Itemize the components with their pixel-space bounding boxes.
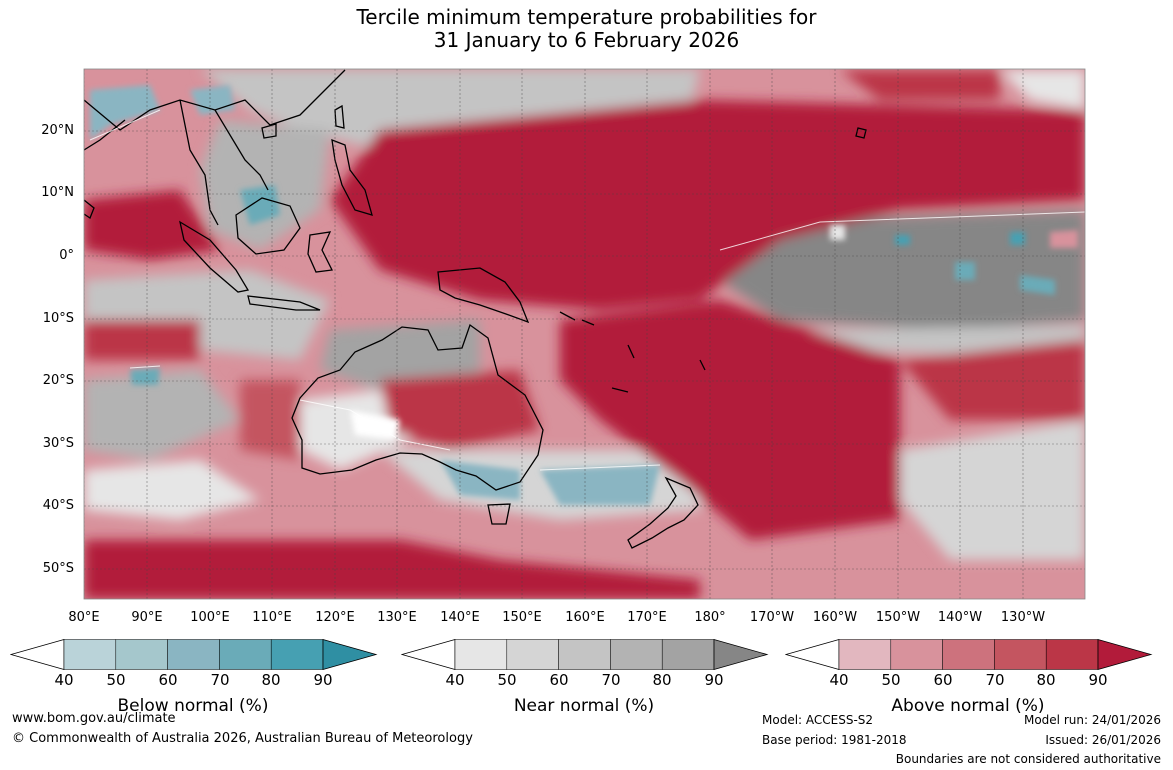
website-link[interactable]: www.bom.gov.au/climate bbox=[12, 711, 176, 726]
colorbar-segment bbox=[270, 639, 324, 670]
colorbar-segment bbox=[661, 639, 715, 670]
lon-label: 90°E bbox=[131, 610, 163, 625]
colorbar-tick: 90 bbox=[313, 671, 333, 689]
near-normal-label: Near normal (%) bbox=[513, 696, 655, 716]
lat-label: 20°N bbox=[41, 123, 74, 138]
colorbar-tick: 40 bbox=[829, 671, 849, 689]
lat-label: 20°S bbox=[42, 373, 74, 388]
colorbar-tick: 80 bbox=[1036, 671, 1056, 689]
above-normal-label: Above normal (%) bbox=[891, 696, 1045, 716]
colorbar-segment bbox=[994, 639, 1047, 670]
colorbar-tick: 90 bbox=[1088, 671, 1108, 689]
colorbar-segment bbox=[506, 639, 559, 670]
colorbar-tick: 50 bbox=[497, 671, 517, 689]
colorbar-extend-high bbox=[713, 639, 769, 670]
colorbar-extend-low bbox=[401, 639, 456, 670]
coastlines bbox=[84, 69, 867, 549]
disclaimer: Boundaries are not considered authoritat… bbox=[895, 752, 1161, 766]
lon-label: 120°E bbox=[315, 610, 355, 625]
colorbar-segment bbox=[454, 639, 508, 670]
model-name: Model: ACCESS-S2 bbox=[762, 713, 874, 727]
below-normal-colorbar bbox=[10, 639, 378, 670]
colorbar-segment bbox=[838, 639, 892, 670]
lon-label: 170°W bbox=[749, 610, 795, 625]
colorbar-tick: 40 bbox=[54, 671, 74, 689]
colorbar-tick: 60 bbox=[549, 671, 569, 689]
below-normal-label: Below normal (%) bbox=[117, 696, 269, 716]
colorbar-tick: 80 bbox=[261, 671, 281, 689]
lon-label: 130°W bbox=[1000, 610, 1046, 625]
lat-label: 10°N bbox=[41, 185, 74, 200]
colorbar-tick: 40 bbox=[445, 671, 465, 689]
colorbar-segment bbox=[942, 639, 995, 670]
colorbar-segment bbox=[1045, 639, 1099, 670]
colorbar-tick: 60 bbox=[158, 671, 178, 689]
lon-label: 130°E bbox=[377, 610, 417, 625]
lon-label: 140°W bbox=[937, 610, 983, 625]
colorbar-segment bbox=[558, 639, 611, 670]
colorbar-extend-high bbox=[1097, 639, 1153, 670]
above-normal-colorbar bbox=[785, 639, 1153, 670]
base-period: Base period: 1981-2018 bbox=[762, 733, 907, 747]
near-normal-colorbar bbox=[401, 639, 769, 670]
colorbar-tick: 80 bbox=[652, 671, 672, 689]
lat-label: 0° bbox=[59, 248, 74, 263]
lon-label: 100°E bbox=[190, 610, 230, 625]
lat-label: 50°S bbox=[42, 561, 74, 576]
colorbar-tick: 50 bbox=[106, 671, 126, 689]
graticule bbox=[84, 69, 1085, 599]
colorbar-segment bbox=[610, 639, 663, 670]
lon-label: 140°E bbox=[440, 610, 480, 625]
lon-label: 160°W bbox=[812, 610, 858, 625]
lat-label: 40°S bbox=[42, 498, 74, 513]
colorbar-segment bbox=[115, 639, 168, 670]
colorbar-tick: 90 bbox=[704, 671, 724, 689]
colorbar-segment bbox=[219, 639, 272, 670]
lat-label: 10°S bbox=[42, 311, 74, 326]
lon-label: 170°E bbox=[627, 610, 667, 625]
probability-fields bbox=[84, 69, 1085, 599]
colorbar-tick: 70 bbox=[601, 671, 621, 689]
map-title-line1: Tercile minimum temperature probabilitie… bbox=[356, 5, 817, 29]
colorbar-segment bbox=[63, 639, 117, 670]
model-run-date: Model run: 24/01/2026 bbox=[1023, 713, 1161, 727]
colorbar-tick: 60 bbox=[933, 671, 953, 689]
lon-label: 150°E bbox=[502, 610, 542, 625]
probability-detail bbox=[90, 85, 1078, 505]
lon-label: 110°E bbox=[252, 610, 292, 625]
copyright-text: © Commonwealth of Australia 2026, Austra… bbox=[12, 731, 473, 746]
colorbar-extend-high bbox=[322, 639, 378, 670]
colorbar-tick: 50 bbox=[881, 671, 901, 689]
lon-label: 150°W bbox=[875, 610, 921, 625]
probability-map bbox=[83, 68, 1086, 600]
map-frame bbox=[83, 68, 1086, 600]
lat-label: 30°S bbox=[42, 436, 74, 451]
colorbar-segment bbox=[890, 639, 943, 670]
colorbar-extend-low bbox=[10, 639, 65, 670]
colorbar-extend-low bbox=[785, 639, 840, 670]
map-title-line2: 31 January to 6 February 2026 bbox=[433, 28, 740, 52]
colorbar-segment bbox=[167, 639, 220, 670]
category-boundaries bbox=[89, 109, 1085, 471]
colorbar-tick: 70 bbox=[210, 671, 230, 689]
lon-label: 160°E bbox=[565, 610, 605, 625]
lon-label: 80°E bbox=[68, 610, 100, 625]
issued-date: Issued: 26/01/2026 bbox=[1045, 733, 1161, 747]
colorbar-tick: 70 bbox=[985, 671, 1005, 689]
lon-label: 180° bbox=[694, 610, 726, 625]
